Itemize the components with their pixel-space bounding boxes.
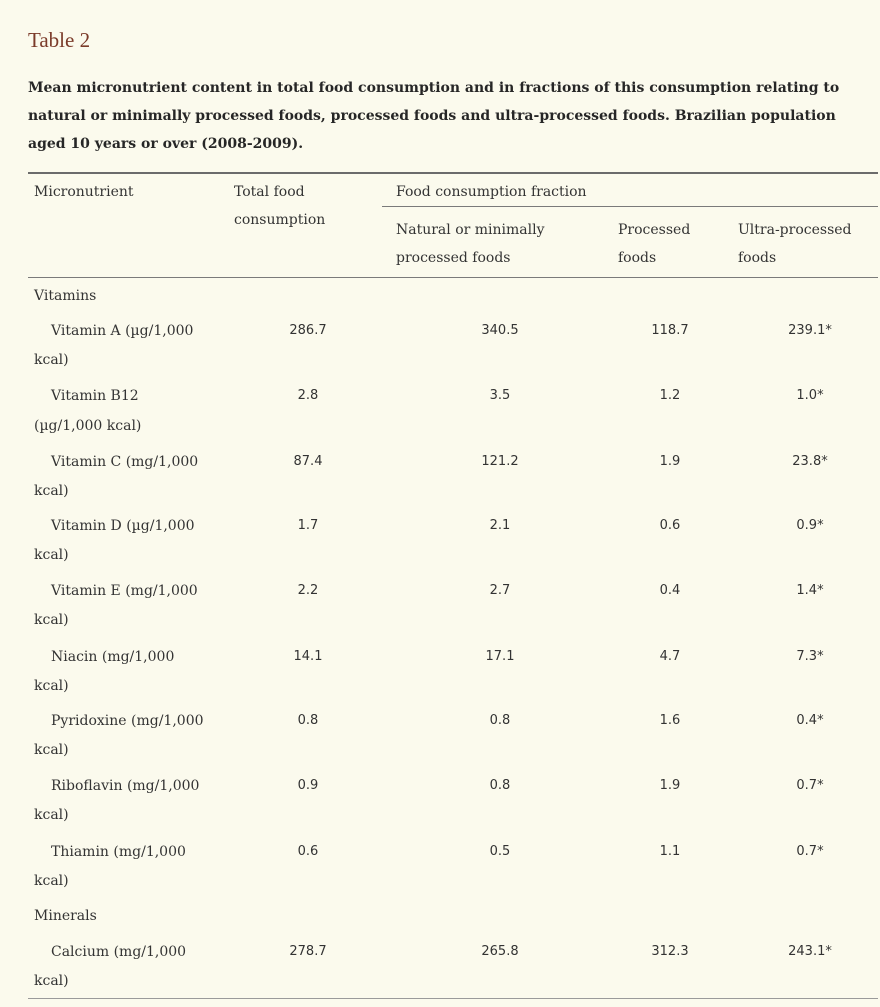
cell-total: 0.9 (297, 778, 319, 793)
cell-total: 286.7 (289, 323, 327, 338)
row-name-line2: kcal) (34, 678, 69, 694)
row-name-line2: kcal) (34, 973, 69, 989)
cell-natural: 2.1 (489, 518, 511, 533)
cell-total: 278.7 (289, 944, 327, 959)
row-name-line1: Calcium (mg/1,000 (51, 944, 187, 960)
cell-natural: 0.8 (489, 713, 511, 728)
header-total-line2: consumption (234, 212, 326, 228)
row-name-line1: Vitamin C (mg/1,000 (51, 454, 199, 470)
cell-ultra: 23.8* (792, 454, 828, 469)
cell-processed: 0.4 (659, 583, 681, 598)
cell-ultra: 0.9* (796, 518, 824, 533)
cell-processed: 1.9 (659, 454, 681, 469)
section-vitamins: Vitamins (34, 288, 97, 304)
header-ultra-line1: Ultra-processed (738, 222, 852, 238)
cell-ultra: 7.3* (796, 649, 824, 664)
row-name-line1: Vitamin A (µg/1,000 (51, 323, 194, 339)
header-natural-line2: processed foods (396, 250, 511, 266)
cell-natural: 0.8 (489, 778, 511, 793)
cell-ultra: 0.7* (796, 778, 824, 793)
cell-natural: 265.8 (481, 944, 519, 959)
cell-total: 2.2 (297, 583, 319, 598)
cell-natural: 121.2 (481, 454, 519, 469)
section-minerals: Minerals (34, 908, 97, 924)
cell-total: 0.6 (297, 844, 319, 859)
table-top-rule (28, 172, 878, 174)
cell-total: 2.8 (297, 388, 319, 403)
cell-processed: 1.6 (659, 713, 681, 728)
cell-total: 14.1 (293, 649, 323, 664)
row-name-line1: Pyridoxine (mg/1,000 (51, 713, 204, 729)
cell-natural: 2.7 (489, 583, 511, 598)
cell-processed: 118.7 (651, 323, 689, 338)
table-bottom-rule (28, 998, 878, 999)
row-name-line1: Vitamin D (µg/1,000 (51, 518, 195, 534)
header-total-line1: Total food (234, 184, 305, 200)
cell-ultra: 1.4* (796, 583, 824, 598)
cell-total: 87.4 (293, 454, 323, 469)
cell-ultra: 1.0* (796, 388, 824, 403)
row-name-line1: Vitamin B12 (51, 388, 139, 404)
header-processed-line1: Processed (618, 222, 691, 238)
row-name-line2: kcal) (34, 483, 69, 499)
header-ultra-line2: foods (738, 250, 777, 266)
cell-natural: 0.5 (489, 844, 511, 859)
cell-total: 1.7 (297, 518, 319, 533)
row-name-line2: kcal) (34, 807, 69, 823)
cell-processed: 1.1 (659, 844, 681, 859)
table-caption: Mean micronutrient content in total food… (28, 80, 840, 152)
cell-natural: 340.5 (481, 323, 519, 338)
group-header-rule (382, 206, 878, 207)
cell-processed: 1.9 (659, 778, 681, 793)
row-name-line2: (µg/1,000 kcal) (34, 418, 142, 434)
header-processed-line2: foods (618, 250, 657, 266)
cell-natural: 3.5 (489, 388, 511, 403)
cell-natural: 17.1 (485, 649, 515, 664)
cell-ultra: 243.1* (788, 944, 832, 959)
row-name-line2: kcal) (34, 612, 69, 628)
row-name-line1: Niacin (mg/1,000 (51, 649, 175, 665)
cell-processed: 1.2 (659, 388, 681, 403)
header-bottom-rule (28, 277, 878, 278)
cell-processed: 312.3 (651, 944, 689, 959)
row-name-line1: Thiamin (mg/1,000 (51, 844, 186, 860)
cell-ultra: 0.4* (796, 713, 824, 728)
row-name-line1: Vitamin E (mg/1,000 (51, 583, 198, 599)
header-group: Food consumption fraction (396, 184, 587, 200)
row-name-line2: kcal) (34, 873, 69, 889)
row-name-line1: Riboflavin (mg/1,000 (51, 778, 200, 794)
cell-ultra: 0.7* (796, 844, 824, 859)
row-name-line2: kcal) (34, 742, 69, 758)
cell-processed: 0.6 (659, 518, 681, 533)
cell-total: 0.8 (297, 713, 319, 728)
header-natural-line1: Natural or minimally (396, 222, 545, 238)
cell-ultra: 239.1* (788, 323, 832, 338)
row-name-line2: kcal) (34, 352, 69, 368)
row-name-line2: kcal) (34, 547, 69, 563)
table-title: Table 2 (28, 28, 91, 52)
cell-processed: 4.7 (659, 649, 681, 664)
header-micronutrient: Micronutrient (34, 184, 134, 200)
